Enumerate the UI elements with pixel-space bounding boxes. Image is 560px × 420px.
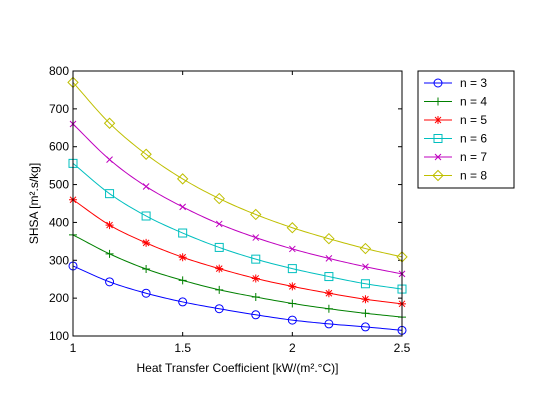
x-axis-label: Heat Transfer Coefficient [kW/(m².°C)] <box>137 361 339 375</box>
data-point <box>288 299 297 308</box>
series-layer <box>67 76 408 335</box>
legend-marker <box>434 97 442 106</box>
data-point <box>361 309 370 318</box>
plot-area <box>73 71 402 336</box>
legend-item: n = 6 <box>424 132 487 146</box>
series-4 <box>68 158 407 294</box>
data-point <box>287 264 297 274</box>
data-point <box>325 255 333 262</box>
data-point <box>142 238 151 247</box>
series-5 <box>69 120 406 278</box>
legend-label: n = 4 <box>460 95 487 109</box>
y-tick-label: 300 <box>49 253 69 267</box>
series-6 <box>67 76 408 263</box>
data-point <box>103 117 116 129</box>
data-point <box>106 156 113 163</box>
data-point <box>179 203 187 211</box>
data-point <box>252 234 260 241</box>
data-point <box>178 228 188 238</box>
legend-label: n = 6 <box>460 132 487 146</box>
data-point <box>176 173 189 185</box>
y-tick-label: 100 <box>49 329 69 343</box>
data-point <box>178 253 187 262</box>
data-point <box>360 322 370 332</box>
data-point <box>178 276 187 285</box>
data-point <box>251 254 261 264</box>
data-point <box>105 189 115 199</box>
data-point <box>140 148 152 160</box>
data-point <box>324 319 334 329</box>
series-3 <box>69 195 406 308</box>
data-point <box>215 220 223 228</box>
data-point <box>286 222 299 234</box>
legend-marker <box>434 153 442 161</box>
data-point <box>251 293 260 302</box>
data-point <box>361 295 370 304</box>
data-point <box>324 304 333 313</box>
y-tick-label: 800 <box>49 64 69 78</box>
series-line <box>72 82 403 258</box>
data-point <box>251 274 260 283</box>
data-point <box>178 297 188 307</box>
data-point <box>142 183 150 190</box>
series-2 <box>69 230 406 322</box>
axis-ticks: 1 1.5 2 2.5 100 200 300 400 500 600 700 800 <box>49 64 411 355</box>
data-point <box>215 285 224 294</box>
data-point <box>360 279 370 289</box>
series-line <box>72 199 403 305</box>
legend-marker <box>434 116 442 124</box>
y-tick-label: 600 <box>49 140 69 154</box>
data-point <box>324 272 334 282</box>
data-point <box>250 208 262 221</box>
x-tick-label: 1.5 <box>174 341 191 355</box>
series-line <box>72 162 403 290</box>
legend-marker <box>433 78 443 88</box>
y-tick-label: 400 <box>49 215 69 229</box>
plot-frame <box>72 70 403 337</box>
data-point <box>105 221 114 230</box>
data-point <box>215 264 224 273</box>
data-point <box>251 310 261 320</box>
data-point <box>362 263 369 271</box>
series-line <box>72 265 403 331</box>
x-tick-label: 1 <box>70 341 77 355</box>
series-line <box>72 123 403 275</box>
legend-label: n = 5 <box>460 113 487 127</box>
legend-marker <box>433 134 443 143</box>
legend-item: n = 5 <box>424 113 487 127</box>
y-tick-label: 200 <box>49 291 69 305</box>
x-tick-label: 2 <box>289 341 296 355</box>
legend-item: n = 8 <box>424 169 487 183</box>
x-tick-label: 2.5 <box>394 341 411 355</box>
data-point <box>105 277 115 287</box>
legend-item: n = 4 <box>424 95 487 109</box>
legend-item: n = 3 <box>424 76 487 90</box>
series-line <box>72 234 403 318</box>
legend-label: n = 8 <box>460 169 487 183</box>
data-point <box>288 245 296 253</box>
data-point <box>324 289 333 298</box>
series-1 <box>68 261 407 335</box>
y-tick-label: 700 <box>49 102 69 116</box>
legend-item: n = 7 <box>424 150 487 164</box>
data-point <box>287 315 297 325</box>
y-axis-label: SHSA [m².s/kg] <box>27 163 41 244</box>
data-point <box>323 232 335 245</box>
y-tick-label: 500 <box>49 178 69 192</box>
data-point <box>105 249 114 258</box>
data-point <box>288 282 297 291</box>
legend-label: n = 3 <box>460 76 487 90</box>
legend-label: n = 7 <box>460 150 487 164</box>
data-point <box>214 242 224 252</box>
data-point <box>359 242 372 255</box>
legend-marker <box>432 169 444 182</box>
data-point <box>142 264 151 273</box>
data-point <box>141 211 151 221</box>
legend: n = 3 n = 4 n = 5 n = 6 n = 7 n = 8 <box>417 70 515 189</box>
data-point <box>213 192 225 205</box>
data-point <box>214 304 224 314</box>
legend-box <box>417 70 515 189</box>
data-point <box>141 288 151 298</box>
